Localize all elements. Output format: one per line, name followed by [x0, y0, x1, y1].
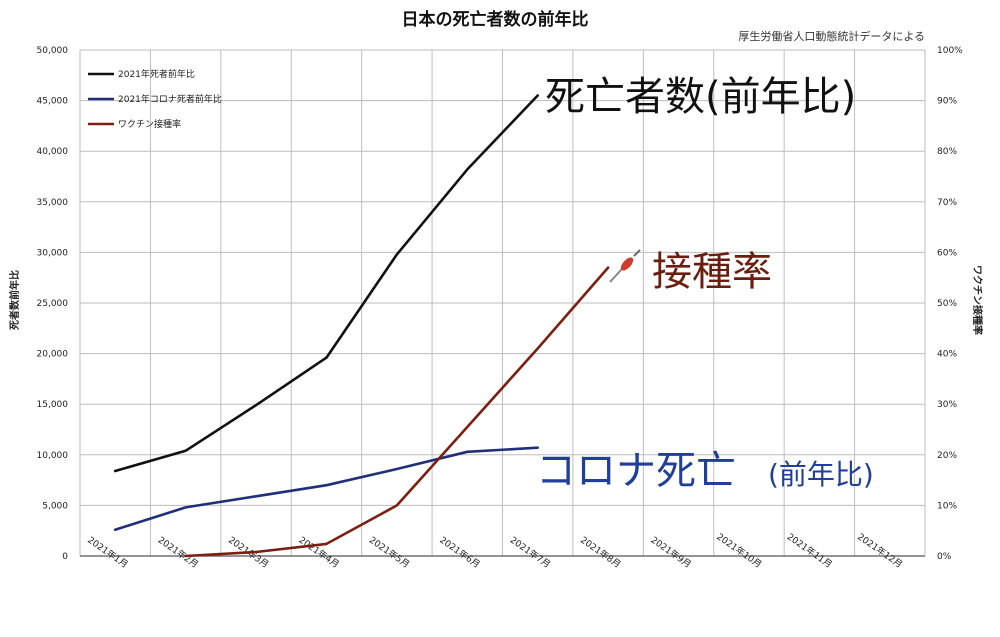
- series-layer: [113, 94, 610, 558]
- y-left-tick-label: 30,000: [37, 248, 69, 258]
- chart-subtitle: 厚生労働省人口動態統計データによる: [738, 29, 925, 43]
- y-left-tick-label: 45,000: [37, 97, 69, 107]
- x-tick-label: 2021年9月: [649, 534, 694, 571]
- legend-label-deaths: 2021年死者前年比: [118, 68, 195, 80]
- x-tick-label: 2021年10月: [714, 531, 764, 571]
- annotation-deaths: 死亡者数(前年比): [545, 74, 856, 120]
- x-tick-label: 2021年5月: [367, 534, 412, 571]
- x-tick-label: 2021年11月: [785, 531, 835, 571]
- legend-label-vaccine: ワクチン接種率: [118, 118, 181, 130]
- y-right-tick-label: 100%: [937, 46, 963, 56]
- right-axis-ticks: 0% 10% 20% 30% 40% 50% 60% 70% 80% 90% 100%: [937, 46, 963, 562]
- y-right-tick-label: 50%: [937, 299, 957, 309]
- y-right-tick-label: 60%: [937, 248, 957, 258]
- y-left-tick-label: 0: [62, 552, 68, 562]
- x-tick-label: 2021年8月: [578, 534, 623, 571]
- y-left-tick-label: 25,000: [37, 299, 69, 309]
- y-right-tick-label: 0%: [937, 552, 952, 562]
- x-tick-label: 2021年7月: [508, 534, 553, 571]
- legend: 2021年死者前年比 2021年コロナ死者前年比 ワクチン接種率: [88, 68, 222, 130]
- chart-title: 日本の死亡者数の前年比: [402, 9, 589, 30]
- series-line-2: [184, 266, 610, 558]
- y-axis-right-label: ワクチン接種率: [971, 265, 984, 335]
- annotation-vaccine: 接種率: [652, 249, 772, 295]
- x-axis-ticks: 2021年1月 2021年2月 2021年3月 2021年4月 2021年5月 2021年…: [85, 531, 905, 571]
- y-right-tick-label: 10%: [937, 501, 957, 511]
- series-line-1: [113, 446, 539, 531]
- y-right-tick-label: 20%: [937, 451, 957, 461]
- left-axis-ticks: 0 5,000 10,000 15,000 20,000 25,000 30,000 35,0…: [37, 46, 69, 562]
- syringe-icon: [609, 249, 641, 283]
- legend-label-covid: 2021年コロナ死者前年比: [118, 93, 222, 105]
- y-right-tick-label: 30%: [937, 400, 957, 410]
- y-right-tick-label: 70%: [937, 198, 957, 208]
- y-right-tick-label: 40%: [937, 350, 957, 360]
- y-right-tick-label: 80%: [937, 147, 957, 157]
- x-tick-label: 2021年12月: [855, 531, 905, 571]
- y-axis-left-label: 死者数前年比: [8, 270, 21, 330]
- series-line-0: [113, 94, 539, 473]
- y-left-tick-label: 50,000: [37, 46, 69, 56]
- y-right-tick-label: 90%: [937, 97, 957, 107]
- y-left-tick-label: 5,000: [42, 501, 68, 511]
- y-left-tick-label: 20,000: [37, 350, 69, 360]
- x-tick-label: 2021年1月: [85, 534, 130, 571]
- x-tick-label: 2021年6月: [437, 534, 482, 571]
- annotation-covid: コロナ死亡: [536, 448, 736, 494]
- y-left-tick-label: 15,000: [37, 400, 69, 410]
- grid: [79, 49, 926, 557]
- annotation-covid-yoy: (前年比): [768, 458, 874, 491]
- y-left-tick-label: 10,000: [37, 451, 69, 461]
- y-left-tick-label: 40,000: [37, 147, 69, 157]
- y-left-tick-label: 35,000: [37, 198, 69, 208]
- x-tick-label: 2021年2月: [156, 534, 201, 571]
